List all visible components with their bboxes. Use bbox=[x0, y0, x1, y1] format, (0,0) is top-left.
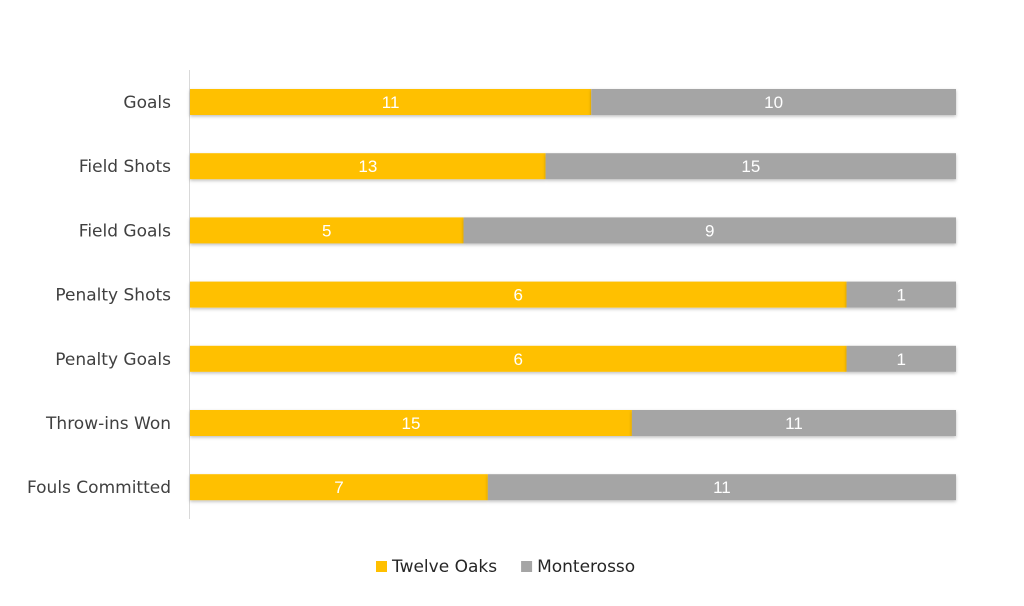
legend-swatch-monterosso bbox=[521, 561, 533, 572]
category-label-penalty-goals: Penalty Goals bbox=[55, 350, 171, 370]
bar-twelve-oaks-field-shots bbox=[190, 153, 546, 180]
category-axis-labels: Goals Field Shots Field Goals Penalty Shots… bbox=[27, 93, 171, 498]
bar-monterosso-penalty-shots bbox=[846, 281, 956, 308]
data-label-monterosso-penalty-shots: 1 bbox=[897, 286, 906, 305]
data-label-monterosso-fouls-committed: 11 bbox=[713, 478, 731, 497]
bar-monterosso-field-goals bbox=[463, 217, 956, 244]
plot-area bbox=[190, 89, 956, 501]
bar-twelve-oaks-penalty-shots bbox=[190, 281, 847, 308]
data-label-monterosso-penalty-goals: 1 bbox=[897, 350, 906, 369]
bar-twelve-oaks-fouls-committed bbox=[190, 474, 488, 501]
bar-monterosso-penalty-goals bbox=[846, 345, 956, 372]
data-label-monterosso-field-shots: 15 bbox=[741, 157, 760, 176]
bar-twelve-oaks-field-goals bbox=[190, 217, 464, 244]
data-label-twelve-oaks-field-goals: 5 bbox=[322, 221, 331, 240]
data-label-monterosso-throw-ins-won: 11 bbox=[785, 414, 803, 433]
legend-swatch-twelve-oaks bbox=[376, 561, 387, 572]
legend: Twelve Oaks Monterosso bbox=[376, 557, 635, 577]
bar-monterosso-goals bbox=[591, 89, 956, 115]
data-label-monterosso-field-goals: 9 bbox=[705, 221, 714, 240]
category-label-field-shots: Field Shots bbox=[79, 157, 171, 177]
bar-monterosso-field-shots bbox=[545, 153, 956, 180]
data-label-twelve-oaks-penalty-shots: 6 bbox=[514, 286, 523, 305]
bar-twelve-oaks-goals bbox=[190, 89, 592, 115]
data-labels: 11 10 13 15 5 9 6 1 6 1 15 11 7 11 bbox=[322, 93, 906, 497]
data-label-monterosso-goals: 10 bbox=[764, 93, 783, 112]
legend-label-monterosso: Monterosso bbox=[537, 557, 635, 577]
data-label-twelve-oaks-throw-ins-won: 15 bbox=[402, 414, 421, 433]
data-label-twelve-oaks-fouls-committed: 7 bbox=[334, 478, 343, 497]
category-label-field-goals: Field Goals bbox=[79, 221, 171, 241]
bar-twelve-oaks-throw-ins-won bbox=[190, 410, 632, 436]
bar-twelve-oaks-penalty-goals bbox=[190, 345, 847, 372]
category-label-throw-ins-won: Throw-ins Won bbox=[45, 414, 171, 434]
category-label-goals: Goals bbox=[123, 93, 171, 113]
data-label-twelve-oaks-field-shots: 13 bbox=[358, 157, 377, 176]
category-label-fouls-committed: Fouls Committed bbox=[27, 478, 171, 498]
bar-monterosso-throw-ins-won bbox=[631, 410, 956, 436]
data-label-twelve-oaks-penalty-goals: 6 bbox=[514, 350, 523, 369]
legend-label-twelve-oaks: Twelve Oaks bbox=[391, 557, 497, 577]
category-label-penalty-shots: Penalty Shots bbox=[55, 286, 171, 306]
data-label-twelve-oaks-goals: 11 bbox=[382, 93, 400, 112]
bar-monterosso-fouls-committed bbox=[487, 474, 956, 501]
